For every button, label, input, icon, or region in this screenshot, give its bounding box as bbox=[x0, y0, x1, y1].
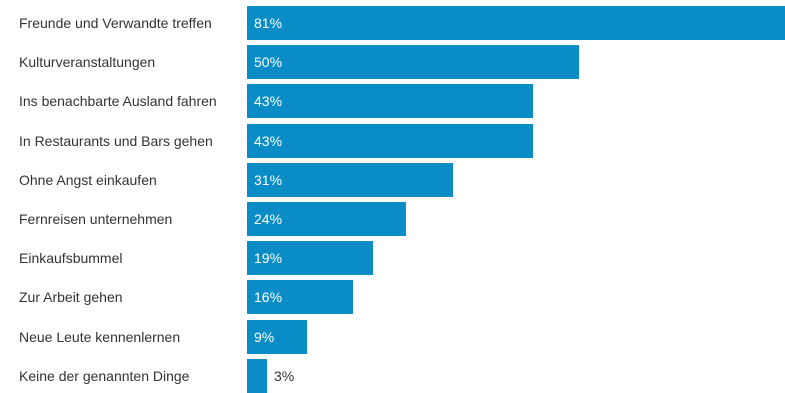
value-label: 81% bbox=[254, 15, 283, 31]
bar bbox=[247, 45, 579, 80]
value-label: 43% bbox=[254, 132, 283, 149]
bar bbox=[247, 202, 406, 236]
category-label: Ohne Angst einkaufen bbox=[19, 171, 157, 188]
bar bbox=[247, 6, 785, 40]
value-label: 16% bbox=[254, 289, 283, 306]
bar bbox=[247, 319, 307, 354]
value-label: 24% bbox=[254, 211, 283, 227]
value-label: 50% bbox=[254, 54, 283, 71]
bar bbox=[247, 123, 533, 158]
bar bbox=[247, 358, 267, 393]
bar bbox=[247, 162, 453, 197]
category-label: Kulturveranstaltungen bbox=[19, 54, 156, 71]
bar bbox=[247, 84, 533, 119]
bar-chart: Freunde und Verwandte treffen 81% Kulturve… bbox=[19, 6, 785, 393]
category-label: In Restaurants und Bars gehen bbox=[19, 132, 213, 149]
category-label: Fernreisen unternehmen bbox=[19, 211, 173, 227]
value-label: 31% bbox=[254, 171, 283, 188]
value-label: 3% bbox=[274, 367, 295, 384]
category-label: Einkaufsbummel bbox=[19, 250, 123, 267]
category-label: Ins benachbarte Ausland fahren bbox=[19, 93, 217, 110]
category-label: Freunde und Verwandte treffen bbox=[19, 15, 212, 31]
value-label: 43% bbox=[254, 93, 283, 110]
value-label: 9% bbox=[254, 328, 275, 345]
bar bbox=[247, 241, 373, 276]
category-label: Keine der genannten Dinge bbox=[19, 367, 190, 384]
category-label: Neue Leute kennenlernen bbox=[19, 328, 181, 345]
category-label: Zur Arbeit gehen bbox=[19, 289, 123, 306]
value-label: 19% bbox=[254, 250, 283, 267]
bar bbox=[247, 280, 353, 315]
